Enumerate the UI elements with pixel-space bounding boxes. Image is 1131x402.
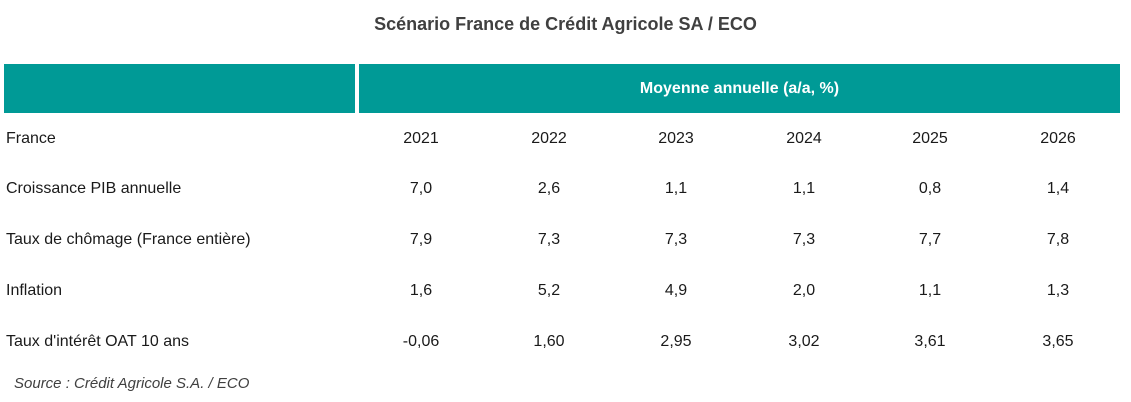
row-label-country: France [6, 130, 56, 147]
year-2024: 2024 [786, 130, 822, 147]
table-cell: 1,3 [1046, 282, 1070, 299]
table-cell: 7,9 [409, 231, 433, 248]
table-cell: 4,9 [664, 282, 688, 299]
table-cell: 2,0 [792, 282, 816, 299]
table-row-unemployment: Taux de chômage (France entière) 7,9 7,3… [0, 231, 1131, 255]
table-row-gdp-growth: Croissance PIB annuelle 7,0 2,6 1,1 1,1 … [0, 180, 1131, 204]
table-cell: 2,95 [660, 333, 692, 350]
year-2022: 2022 [531, 130, 567, 147]
table-cell: 7,7 [918, 231, 942, 248]
year-2026: 2026 [1040, 130, 1076, 147]
year-2023: 2023 [658, 130, 694, 147]
year-2021: 2021 [403, 130, 439, 147]
table-cell: 7,3 [792, 231, 816, 248]
page-title: Scénario France de Crédit Agricole SA / … [374, 14, 757, 34]
table-cell: 7,3 [537, 231, 561, 248]
table-cell: 1,1 [918, 282, 942, 299]
table-cell: 2,6 [537, 180, 561, 197]
row-label: Inflation [6, 282, 63, 299]
table-cell: 3,02 [788, 333, 820, 350]
table-cell: 1,1 [792, 180, 816, 197]
year-2025: 2025 [912, 130, 948, 147]
row-label: Taux de chômage (France entière) [6, 231, 251, 248]
table-row-oat-rate: Taux d'intérêt OAT 10 ans -0,06 1,60 2,9… [0, 333, 1131, 357]
header-band-left [4, 64, 355, 113]
table-row-inflation: Inflation 1,6 5,2 4,9 2,0 1,1 1,3 [0, 282, 1131, 306]
row-label: Taux d'intérêt OAT 10 ans [6, 333, 190, 350]
table-cell: 1,1 [664, 180, 688, 197]
table-cell: 1,4 [1046, 180, 1070, 197]
row-label: Croissance PIB annuelle [6, 180, 182, 197]
table-cell: 1,6 [409, 282, 433, 299]
table-cell: 1,60 [533, 333, 565, 350]
table-cell: 0,8 [918, 180, 942, 197]
table-cell: 3,61 [914, 333, 946, 350]
source-note: Source : Crédit Agricole S.A. / ECO [14, 375, 250, 392]
table-cell: 5,2 [537, 282, 561, 299]
table-cell: 7,0 [409, 180, 433, 197]
table-header-row: France 2021 2022 2023 2024 2025 2026 [0, 130, 1131, 154]
group-header-label: Moyenne annuelle (a/a, %) [639, 79, 840, 97]
table-cell: 3,65 [1042, 333, 1074, 350]
table-cell: 7,8 [1046, 231, 1070, 248]
header-band-group: Moyenne annuelle (a/a, %) [359, 64, 1120, 113]
table-cell: 7,3 [664, 231, 688, 248]
table-cell: -0,06 [402, 333, 440, 350]
